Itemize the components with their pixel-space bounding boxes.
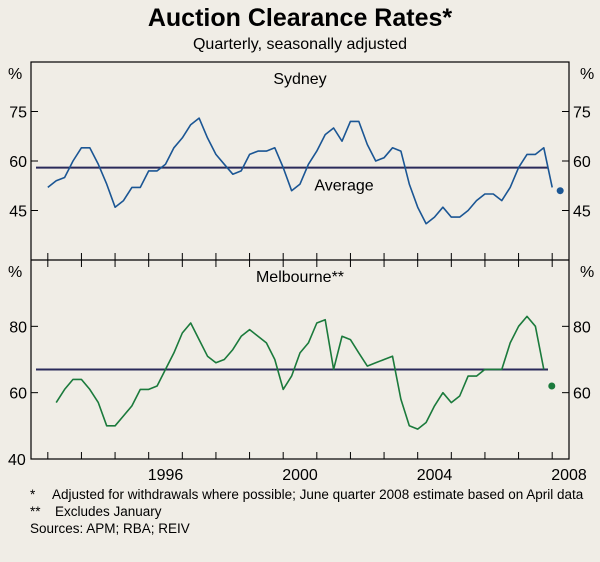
melbourne-unit-left: % xyxy=(8,264,22,281)
x-tick-label-1996: 1996 xyxy=(148,467,184,484)
melbourne-unit-right: % xyxy=(580,264,594,281)
melbourne-ytick-label-right: 80 xyxy=(573,319,591,336)
sydney-ytick-label-right: 45 xyxy=(573,204,591,221)
melbourne-ytick-label-right: 60 xyxy=(573,386,591,403)
melbourne-ytick-label-left: 80 xyxy=(9,319,27,336)
melbourne-panel-title: Melbourne** xyxy=(256,269,344,286)
melbourne-estimate-point xyxy=(548,382,556,390)
x-tick-label-2008: 2008 xyxy=(551,467,587,484)
footnote-1-text: Adjusted for withdrawals where possible;… xyxy=(52,487,584,502)
melbourne-series-line xyxy=(55,315,545,430)
x-tick-label-2004: 2004 xyxy=(417,467,453,484)
footnote-2-text: Excludes January xyxy=(55,504,162,519)
footnote-1: * Adjusted for withdrawals where possibl… xyxy=(30,486,590,503)
footnote-1-mark: * xyxy=(30,487,36,502)
chart-footnotes: * Adjusted for withdrawals where possibl… xyxy=(30,486,590,537)
sydney-ytick-label-right: 60 xyxy=(573,154,591,171)
sydney-ytick-label-left: 60 xyxy=(9,154,27,171)
footnote-2: ** Excludes January xyxy=(30,503,590,520)
sydney-ytick-label-right: 75 xyxy=(573,105,591,122)
average-label: Average xyxy=(314,178,373,195)
chart-subtitle: Quarterly, seasonally adjusted xyxy=(192,36,408,53)
sydney-panel-title: Sydney xyxy=(273,71,326,88)
sydney-estimate-point xyxy=(556,187,564,195)
x-tick-label-2000: 2000 xyxy=(282,467,318,484)
sydney-ytick-label-left: 75 xyxy=(9,105,27,122)
sources-line: Sources: APM; RBA; REIV xyxy=(30,520,590,537)
sydney-ytick-label-left: 45 xyxy=(9,204,27,221)
sources-text: Sources: APM; RBA; REIV xyxy=(30,521,190,536)
sydney-unit-left: % xyxy=(8,66,22,83)
melbourne-ytick-label-bottom-left: 40 xyxy=(8,452,26,469)
sydney-unit-right: % xyxy=(580,66,594,83)
sydney-series-line xyxy=(47,117,553,225)
chart-figure: % % 45 45 60 60 75 75 Sydney Average% % 60 60 80 80 Mel… xyxy=(8,61,594,484)
melbourne-ytick-label-left: 60 xyxy=(9,386,27,403)
footnote-2-mark: ** xyxy=(30,504,41,519)
chart-title: Auction Clearance Rates* xyxy=(147,4,453,32)
